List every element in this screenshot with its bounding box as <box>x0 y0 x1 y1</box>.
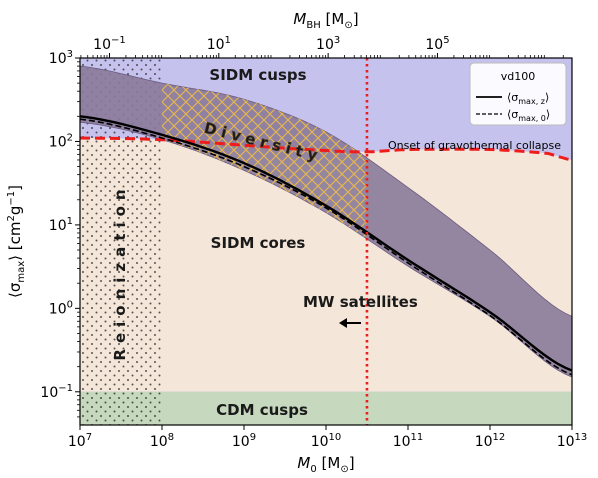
mw-arrow-head <box>338 318 347 328</box>
y-tick-label-3: 102 <box>49 132 73 150</box>
x-tick-label-5: 1012 <box>475 432 506 450</box>
series-line-1 <box>80 118 572 376</box>
x2-axis-title: MBH [M⊙] <box>293 10 358 31</box>
gravothermal-line <box>80 136 572 162</box>
x-tick-label-2: 109 <box>232 432 256 450</box>
legend-title: vd100 <box>501 70 536 83</box>
y-tick-label-2: 101 <box>49 216 73 234</box>
y-tick-label-4: 103 <box>49 49 73 67</box>
y-axis-title: ⟨σmax⟩ [cm2g−1] <box>6 185 27 298</box>
legend-label-1: ⟨σmax, 0⟩ <box>507 108 550 123</box>
x-tick-label-3: 1010 <box>311 432 342 450</box>
legend-box <box>469 62 567 126</box>
region-sidm-cores <box>80 138 572 392</box>
x-tick-label-4: 1011 <box>393 432 424 450</box>
label-sidm-cores: SIDM cores <box>211 234 306 252</box>
label-reionization: Reionization <box>111 183 129 360</box>
label-gravothermal: Onset of gravothermal collapse <box>388 139 561 152</box>
y-tick-label-0: 10−1 <box>40 383 73 401</box>
label-mw-satellites: MW satellites <box>303 293 418 311</box>
label-sidm-cusps: SIDM cusps <box>209 66 306 84</box>
x2-tick-label-1: 101 <box>207 35 231 53</box>
x2-tick-label-2: 103 <box>316 35 340 53</box>
x-tick-label-0: 107 <box>68 432 92 450</box>
label-cdm-cusps: CDM cusps <box>216 401 308 419</box>
x2-tick-label-3: 105 <box>425 35 449 53</box>
legend-label-0: ⟨σmax, z⟩ <box>507 91 549 106</box>
y-tick-label-1: 100 <box>49 299 73 317</box>
x-tick-label-6: 1013 <box>557 432 588 450</box>
x-axis-title: M0 [M⊙] <box>297 454 354 475</box>
x2-tick-label-0: 10−1 <box>93 35 126 53</box>
series-line-0 <box>80 115 572 372</box>
x-tick-label-1: 108 <box>150 432 174 450</box>
